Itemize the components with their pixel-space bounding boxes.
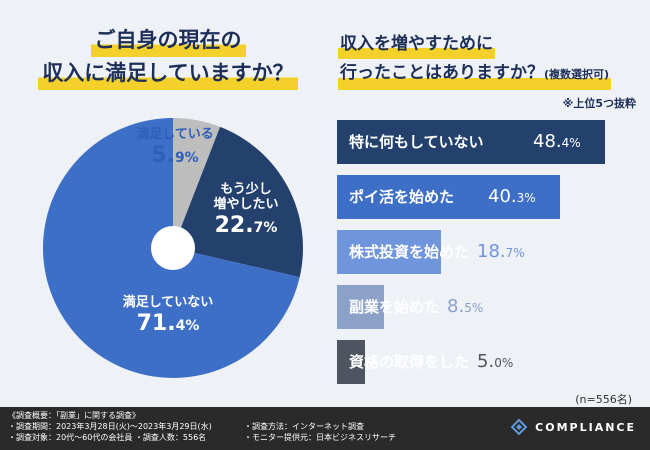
right-chart-title: 収入を増やすために 行ったことはありますか？(複数選択可) [338,30,648,90]
top5-note: ※上位5つ抜粋 [562,97,636,110]
left-chart-title: ご自身の現在の 収入に満足していますか？ [18,24,318,90]
survey-method-line: ・調査方法：インターネット調査 [244,422,364,431]
right-title-line-2: 行ったことはありますか？(複数選択可) [338,59,612,90]
pie-slice-caption: 満足していない [122,295,214,310]
pie-slice-label: 満足している 5.9% [120,127,230,168]
survey-summary-line: ・調査対象：20代～60代の会社員 ・調査人数：556名 [8,433,207,442]
survey-method: ・調査方法：インターネット調査 ・モニター提供元：日本ビジネスリサーチ [244,421,396,443]
bar-label: 副業を始めた [349,298,440,316]
bar-row: 副業を始めた 8.5% [337,285,637,329]
pie-slice-caption: 満足している [136,127,214,142]
pie-slice-value: 22.7% [214,212,278,238]
brand: COMPLIANCE [511,419,636,435]
left-title-line-2: 収入に満足していますか？ [38,57,298,90]
bar-value: 5.0% [477,351,514,372]
diamond-logo-icon [511,419,528,435]
bar-label: 株式投資を始めた [349,243,470,261]
survey-method-line: ・モニター提供元：日本ビジネスリサーチ [244,433,396,442]
pie-slice-caption: 増やしたい [213,196,279,212]
bar-label: ポイ活を始めた [349,188,455,206]
sample-size-note: (n=556名) [575,393,632,406]
pie-slice [173,118,221,248]
bar [337,230,441,274]
bar-value: 40.3% [488,186,536,207]
pie-slice [173,126,304,278]
pie-slice-label: もう少し 増やしたい 22.7% [196,182,296,238]
bar-value: 18.7% [477,241,525,262]
survey-summary-line: ・調査期間：2023年3月28日(火)～2023年3月29日(水) [8,422,212,431]
pie-slice-label: 満足していない 71.4% [88,295,248,336]
bar-label: 特に何もしていない [349,133,484,151]
chart-area: ご自身の現在の 収入に満足していますか？ 収入を増やすために 行ったことはありま… [0,0,650,407]
pie-slice-value: 5.9% [151,142,199,168]
survey-summary: 《調査概要：「副業」に関する調査》 ・調査期間：2023年3月28日(火)～20… [8,410,212,443]
bar [337,175,560,219]
survey-summary-line: 《調査概要：「副業」に関する調査》 [8,411,140,420]
bar-label: 資格の取得をした [349,353,470,371]
bar [337,340,365,384]
footer: 《調査概要：「副業」に関する調査》 ・調査期間：2023年3月28日(火)～20… [0,407,650,450]
bar-row: 株式投資を始めた 18.7% [337,230,637,274]
bar-row: 特に何もしていない 48.4% [337,120,637,164]
bar [337,285,384,329]
pie-slice-caption: もう少し [220,182,272,197]
bar-row: ポイ活を始めた 40.3% [337,175,637,219]
bar [337,120,605,164]
bar-value: 48.4% [533,131,581,152]
pie-slice-value: 71.4% [136,310,200,336]
brand-name: COMPLIANCE [535,420,636,434]
right-title-line-1: 収入を増やすために [338,30,495,59]
pie-chart [43,118,304,379]
pie-center-hole [151,226,195,270]
bar-row: 資格の取得をした 5.0% [337,340,637,384]
bar-value: 8.5% [447,296,484,317]
left-title-line-1: ご自身の現在の [90,24,246,57]
